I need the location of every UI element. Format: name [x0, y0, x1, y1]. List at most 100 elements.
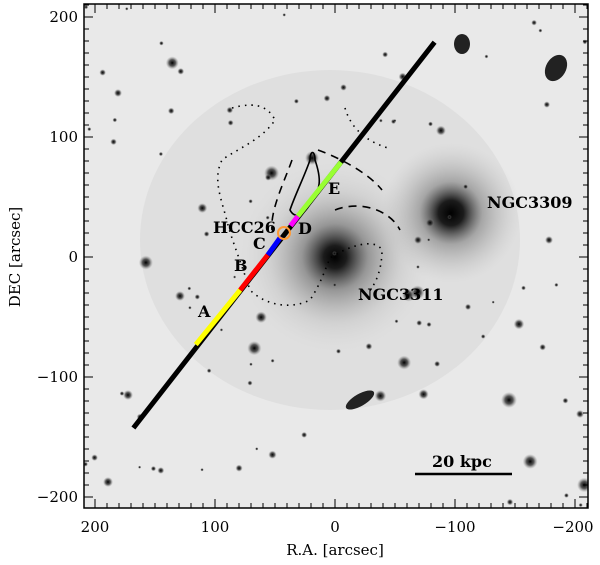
- ytick-label: −200: [37, 488, 78, 506]
- star: [447, 214, 452, 220]
- star: [219, 328, 224, 332]
- label-C: C: [253, 234, 266, 253]
- x-axis-label: R.A. [arcsec]: [286, 541, 384, 559]
- xtick-label: −100: [434, 518, 475, 536]
- star: [206, 368, 212, 374]
- star: [538, 28, 543, 33]
- star: [158, 151, 164, 157]
- star: [428, 121, 433, 127]
- label-ngc3309: NGC3309: [487, 193, 573, 212]
- star: [165, 56, 179, 70]
- ytick-label: 0: [68, 248, 78, 266]
- label-D: D: [298, 219, 312, 238]
- star: [112, 117, 118, 123]
- star: [255, 447, 259, 451]
- slit-segment-D: [288, 214, 300, 228]
- label-A: A: [197, 302, 211, 321]
- scale-bar: 20 kpc: [415, 452, 512, 476]
- star: [248, 199, 253, 204]
- ytick-label: 100: [49, 128, 78, 146]
- star: [576, 410, 584, 418]
- slit-black: [131, 40, 437, 430]
- star: [177, 67, 185, 75]
- star: [301, 431, 308, 438]
- star: [123, 390, 133, 400]
- xtick-label: 100: [201, 518, 230, 536]
- star: [323, 94, 331, 102]
- star: [340, 84, 347, 91]
- star: [99, 69, 106, 76]
- star: [545, 236, 553, 244]
- star: [410, 285, 425, 300]
- star: [484, 54, 489, 59]
- star: [175, 291, 185, 301]
- star: [84, 4, 89, 10]
- star: [84, 461, 88, 467]
- star: [365, 342, 373, 350]
- star: [577, 477, 588, 493]
- star: [554, 282, 559, 288]
- star: [188, 305, 192, 310]
- star: [265, 215, 270, 220]
- star: [91, 454, 98, 461]
- star: [582, 39, 588, 45]
- star: [397, 355, 412, 370]
- star: [522, 454, 538, 469]
- star: [103, 477, 113, 487]
- y-axis-label: DEC [arcsec]: [6, 207, 24, 307]
- star: [194, 294, 201, 300]
- star: [247, 380, 253, 386]
- star: [138, 465, 142, 469]
- star: [138, 255, 153, 270]
- star: [416, 319, 423, 326]
- star: [374, 390, 387, 402]
- slit-segment-E: [295, 160, 343, 218]
- star: [200, 468, 204, 472]
- star: [255, 311, 267, 324]
- star: [264, 174, 272, 181]
- star: [506, 498, 514, 506]
- plot-frame: [83, 3, 589, 509]
- xtick-label: −200: [552, 518, 593, 536]
- star: [513, 318, 525, 330]
- star: [427, 238, 431, 242]
- ytick-label: 200: [49, 8, 78, 26]
- star: [226, 106, 234, 114]
- scale-bar-label: 20 kpc: [432, 452, 492, 471]
- star: [282, 13, 286, 17]
- star: [379, 118, 383, 123]
- star: [110, 138, 117, 146]
- star: [335, 348, 342, 354]
- label-ngc3311: NGC3311: [358, 285, 444, 304]
- ytick-label: −100: [37, 368, 78, 386]
- star: [270, 358, 275, 363]
- stars: [84, 4, 588, 508]
- star: [491, 300, 495, 304]
- star: [227, 119, 234, 126]
- star: [501, 392, 517, 408]
- star: [114, 89, 122, 97]
- star: [578, 502, 583, 508]
- star: [157, 467, 165, 474]
- star: [197, 203, 208, 214]
- star: [332, 283, 337, 287]
- label-B: B: [234, 256, 248, 275]
- star: [87, 127, 92, 132]
- star: [167, 107, 175, 115]
- hcc26-marker: [277, 226, 291, 240]
- star: [233, 275, 237, 279]
- star: [150, 465, 157, 472]
- star: [418, 389, 429, 400]
- star: [435, 125, 446, 136]
- star: [268, 450, 277, 459]
- star: [416, 265, 420, 269]
- star: [463, 184, 469, 190]
- star: [187, 286, 192, 291]
- star: [562, 397, 569, 404]
- xtick-label: 0: [330, 518, 340, 536]
- star: [563, 492, 569, 498]
- star: [382, 51, 389, 58]
- star: [521, 285, 526, 291]
- star: [235, 464, 243, 472]
